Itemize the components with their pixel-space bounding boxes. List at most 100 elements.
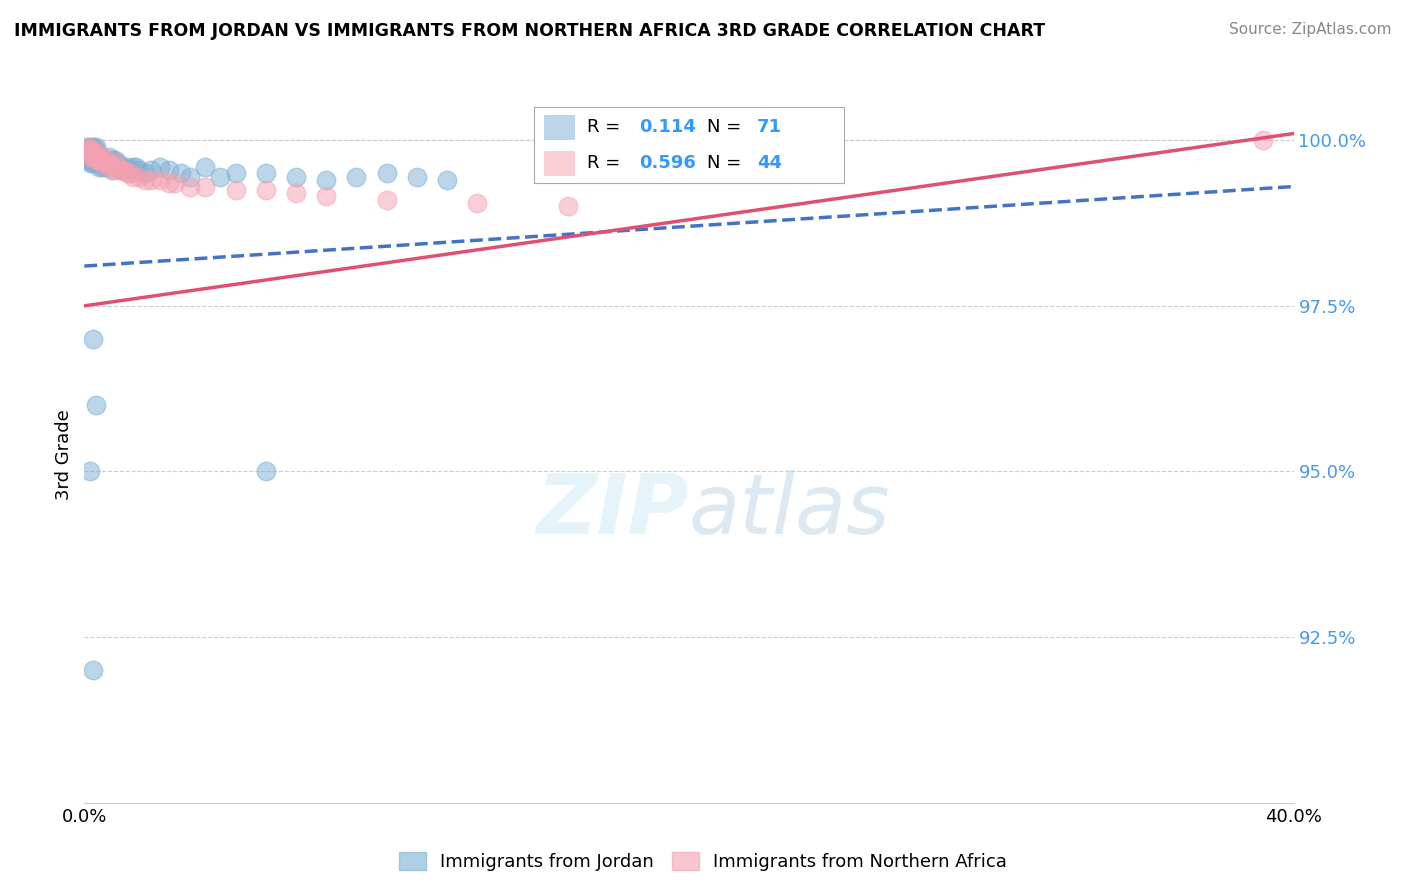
- Point: [91, 156, 114, 170]
- Point: [121, 169, 143, 184]
- Text: 0.114: 0.114: [640, 118, 696, 136]
- Point: [82, 156, 104, 170]
- Point: [86, 140, 108, 154]
- Point: [179, 169, 201, 184]
- Point: [94, 153, 117, 167]
- Point: [79, 143, 101, 157]
- Point: [79, 150, 101, 164]
- Point: [254, 465, 277, 479]
- Point: [134, 173, 156, 187]
- Point: [82, 332, 104, 346]
- Point: [100, 153, 122, 167]
- Point: [436, 173, 458, 187]
- Point: [315, 189, 337, 203]
- Point: [125, 160, 148, 174]
- Point: [118, 166, 141, 180]
- Point: [254, 183, 277, 197]
- Point: [86, 143, 108, 157]
- Point: [179, 179, 201, 194]
- Point: [89, 153, 111, 167]
- Point: [94, 156, 117, 170]
- Text: atlas: atlas: [689, 470, 890, 551]
- Point: [165, 176, 187, 190]
- Point: [254, 166, 277, 180]
- Point: [91, 150, 114, 164]
- Point: [1253, 133, 1275, 147]
- Point: [79, 140, 101, 154]
- Point: [76, 153, 98, 167]
- Point: [149, 160, 172, 174]
- Point: [100, 163, 122, 178]
- Point: [89, 156, 111, 170]
- Point: [89, 160, 111, 174]
- Point: [82, 140, 104, 154]
- Point: [89, 150, 111, 164]
- Point: [91, 153, 114, 167]
- Point: [79, 143, 101, 157]
- Point: [86, 398, 108, 412]
- Point: [82, 150, 104, 164]
- Point: [194, 160, 217, 174]
- Point: [86, 153, 108, 167]
- Point: [104, 156, 127, 170]
- Y-axis label: 3rd Grade: 3rd Grade: [55, 409, 73, 500]
- Point: [110, 163, 132, 178]
- Point: [557, 199, 579, 213]
- Point: [170, 166, 193, 180]
- Point: [107, 160, 129, 174]
- Text: 71: 71: [756, 118, 782, 136]
- Point: [121, 160, 143, 174]
- Point: [128, 163, 150, 178]
- Point: [79, 156, 101, 170]
- Point: [89, 153, 111, 167]
- Legend: Immigrants from Jordan, Immigrants from Northern Africa: Immigrants from Jordan, Immigrants from …: [391, 845, 1015, 879]
- Point: [112, 163, 135, 178]
- Point: [285, 186, 308, 201]
- Point: [157, 176, 180, 190]
- Point: [76, 140, 98, 154]
- Point: [115, 160, 138, 174]
- Text: IMMIGRANTS FROM JORDAN VS IMMIGRANTS FROM NORTHERN AFRICA 3RD GRADE CORRELATION : IMMIGRANTS FROM JORDAN VS IMMIGRANTS FRO…: [14, 22, 1045, 40]
- Point: [100, 160, 122, 174]
- Point: [91, 150, 114, 164]
- Point: [285, 169, 308, 184]
- Point: [79, 150, 101, 164]
- Point: [104, 163, 127, 178]
- Point: [157, 163, 180, 178]
- Point: [97, 150, 120, 164]
- Point: [86, 146, 108, 161]
- Point: [86, 146, 108, 161]
- Point: [76, 143, 98, 157]
- Point: [91, 160, 114, 174]
- Point: [94, 153, 117, 167]
- Point: [104, 156, 127, 170]
- Point: [406, 169, 429, 184]
- Text: 44: 44: [756, 154, 782, 172]
- Point: [86, 153, 108, 167]
- Point: [139, 163, 162, 178]
- Point: [76, 143, 98, 157]
- Text: Source: ZipAtlas.com: Source: ZipAtlas.com: [1229, 22, 1392, 37]
- Point: [315, 173, 337, 187]
- Point: [97, 156, 120, 170]
- Point: [89, 150, 111, 164]
- Point: [82, 143, 104, 157]
- Text: N =: N =: [707, 154, 748, 172]
- Point: [79, 146, 101, 161]
- Point: [467, 196, 489, 211]
- Point: [346, 169, 368, 184]
- Text: ZIP: ZIP: [536, 470, 689, 551]
- Point: [209, 169, 232, 184]
- Point: [110, 163, 132, 178]
- Point: [104, 153, 127, 167]
- Point: [82, 146, 104, 161]
- Point: [194, 179, 217, 194]
- Point: [82, 143, 104, 157]
- Point: [82, 146, 104, 161]
- Point: [225, 166, 247, 180]
- Point: [128, 169, 150, 184]
- Point: [79, 153, 101, 167]
- Point: [104, 160, 127, 174]
- Point: [139, 173, 162, 187]
- Text: 0.596: 0.596: [640, 154, 696, 172]
